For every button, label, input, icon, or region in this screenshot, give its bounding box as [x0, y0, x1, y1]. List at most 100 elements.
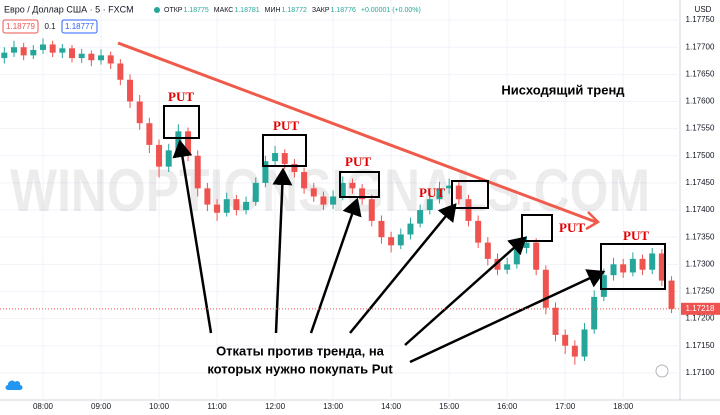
candle-body [649, 253, 656, 270]
ohlc-value: 1.18772 [282, 7, 307, 14]
candle-body [533, 242, 540, 270]
arrow [404, 236, 527, 346]
candle-body [359, 188, 366, 200]
put-label: PUT [345, 154, 371, 169]
x-tick-label: 11:00 [207, 402, 227, 411]
y-tick-label: 1.17300 [686, 259, 715, 268]
candle-body [417, 210, 424, 224]
candle-body [368, 199, 375, 221]
candle-body [484, 242, 491, 259]
x-tick-label: 18:00 [613, 402, 634, 411]
currency: USD [695, 5, 712, 14]
candle-body [281, 153, 288, 164]
candle-body [658, 253, 665, 281]
x-tick-label: 15:00 [439, 402, 460, 411]
y-tick-label: 1.17350 [686, 232, 715, 241]
candle-body [465, 199, 472, 221]
arrow [172, 139, 213, 334]
buy-button[interactable] [61, 19, 98, 34]
y-tick-label: 1.17250 [686, 287, 715, 296]
candle-body [407, 223, 414, 235]
candle-body [591, 296, 598, 330]
candle-body [272, 153, 279, 162]
candle-body [388, 237, 395, 246]
ohlc-label: ЗАКР [312, 7, 330, 14]
candle-body [494, 258, 501, 270]
x-tick-label: 12:00 [265, 402, 286, 411]
x-tick-label: 13:00 [323, 402, 344, 411]
trend-label: Нисходящий тренд [501, 82, 625, 97]
candle-body [320, 196, 327, 205]
pullback-box [451, 180, 489, 209]
y-tick-label: 1.17650 [686, 69, 715, 78]
symbol: Евро / Доллар США · 5 · FXCM [4, 4, 134, 14]
candle-body [136, 101, 143, 124]
candle-body [475, 220, 482, 243]
candle-body [107, 55, 114, 64]
candle-body [117, 63, 124, 80]
candle-body [194, 155, 201, 189]
candle-body [204, 188, 211, 205]
candle-body [446, 185, 453, 189]
candle-body [10, 47, 17, 53]
candle-body [620, 264, 627, 273]
watermark: WINOPTIONSIGNALS.COM [10, 157, 650, 224]
settings-icon[interactable] [655, 364, 669, 378]
candle-body [562, 334, 569, 346]
candle-body [59, 48, 66, 53]
candle-body [146, 123, 153, 145]
ohlc-label: МИН [265, 7, 281, 14]
ohlc-label: МАКС [214, 7, 234, 14]
candle-body [552, 307, 559, 335]
y-tick-label: 1.17550 [686, 124, 715, 133]
y-tick-label: 1.17700 [686, 42, 715, 51]
candle-body [668, 280, 675, 309]
candle-body [581, 329, 588, 357]
pullback-box [339, 171, 380, 198]
arrow [349, 203, 457, 334]
x-tick-label: 08:00 [33, 402, 54, 411]
note-line: которых нужно покупать Put [207, 361, 393, 376]
sell-button[interactable] [2, 19, 39, 34]
ohlc-value: 1.18775 [183, 7, 208, 14]
pullback-box [262, 134, 307, 167]
pullback-box [163, 105, 200, 139]
cloud-icon[interactable] [5, 380, 23, 390]
candle-body [571, 345, 578, 357]
y-tick-label: 1.17500 [686, 151, 715, 160]
put-label: PUT [623, 228, 649, 243]
y-tick-label: 1.17450 [686, 178, 715, 187]
annotations: PUT PUT PUT PUT PUT PUT Нисходящий тренд… [117, 41, 666, 376]
ohlc-value: 1.18781 [234, 7, 259, 14]
y-tick-label: 1.17750 [686, 15, 715, 24]
header: Евро / Доллар США · 5 · FXCM 1.18779 0.1… [2, 4, 712, 34]
x-tick-label: 17:00 [555, 402, 576, 411]
put-label: PUT [559, 220, 585, 235]
candle-body [610, 264, 617, 276]
sell-price[interactable]: 1.18779 [6, 22, 35, 31]
candle-body [49, 44, 56, 53]
candle-body [185, 131, 192, 156]
change: +0.00001 (+0.00%) [361, 7, 421, 14]
candle-body [40, 44, 46, 50]
put-label: PUT [168, 89, 194, 104]
candle-body [426, 199, 433, 211]
candle-body [156, 144, 163, 167]
candle-body [542, 269, 549, 308]
last-price-box [681, 302, 720, 315]
candle-body [330, 196, 337, 205]
ohlc-label: ОТКР [164, 7, 183, 14]
trend-arrowhead [585, 211, 601, 231]
y-tick-label: 1.17600 [686, 97, 715, 106]
y-tick-label: 1.17200 [686, 314, 715, 323]
candle-body [165, 150, 172, 167]
candle-body [301, 172, 308, 189]
candle-body [291, 163, 298, 173]
candle-body [30, 49, 37, 56]
candle-body [88, 53, 95, 61]
candle-body [78, 53, 85, 59]
candle-body [310, 188, 317, 197]
candle-body [629, 258, 636, 273]
buy-price[interactable]: 1.18777 [65, 22, 94, 31]
candle-body [98, 55, 105, 61]
